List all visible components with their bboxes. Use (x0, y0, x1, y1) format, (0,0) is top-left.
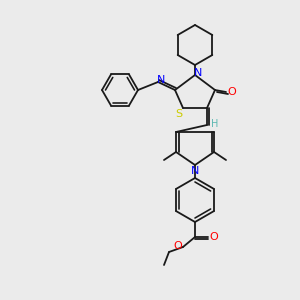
Text: O: O (210, 232, 218, 242)
Text: O: O (228, 87, 236, 97)
Text: S: S (176, 109, 183, 119)
Text: N: N (157, 75, 165, 85)
Text: N: N (191, 166, 199, 176)
Text: N: N (194, 68, 202, 78)
Text: O: O (174, 241, 182, 251)
Text: H: H (211, 119, 219, 129)
